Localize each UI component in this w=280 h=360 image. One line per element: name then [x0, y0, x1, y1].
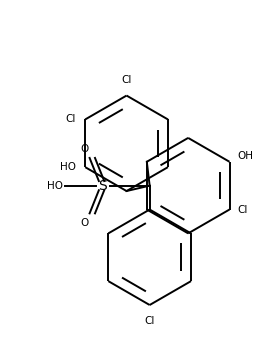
Text: Cl: Cl [144, 316, 155, 326]
Text: O: O [80, 217, 88, 228]
Text: S: S [98, 179, 107, 193]
Text: HO: HO [47, 181, 63, 191]
Text: HO: HO [60, 162, 76, 172]
Text: O: O [80, 144, 88, 154]
Text: Cl: Cl [237, 204, 248, 215]
Text: OH: OH [237, 150, 253, 161]
Text: Cl: Cl [121, 75, 132, 85]
Text: Cl: Cl [66, 114, 76, 125]
